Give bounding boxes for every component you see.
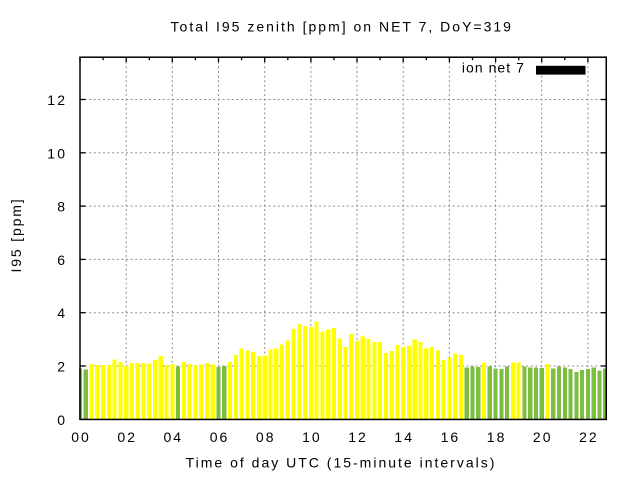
svg-text:18: 18 xyxy=(487,429,507,445)
svg-text:14: 14 xyxy=(394,429,414,445)
svg-text:22: 22 xyxy=(579,429,599,445)
svg-text:0: 0 xyxy=(57,412,67,428)
svg-text:12: 12 xyxy=(47,92,67,108)
svg-text:6: 6 xyxy=(57,252,67,268)
svg-text:16: 16 xyxy=(441,429,461,445)
svg-text:Total I95 zenith [ppm] on NET: Total I95 zenith [ppm] on NET 7, DoY=319 xyxy=(171,19,513,35)
svg-text:20: 20 xyxy=(533,429,553,445)
svg-text:04: 04 xyxy=(164,429,184,445)
svg-text:10: 10 xyxy=(47,145,67,161)
svg-text:2: 2 xyxy=(57,359,67,375)
svg-text:8: 8 xyxy=(57,199,67,215)
svg-text:Time of day UTC (15-minute int: Time of day UTC (15-minute intervals) xyxy=(186,455,497,471)
svg-text:06: 06 xyxy=(210,429,230,445)
svg-text:4: 4 xyxy=(57,305,67,321)
svg-text:02: 02 xyxy=(117,429,137,445)
svg-text:08: 08 xyxy=(256,429,276,445)
svg-text:10: 10 xyxy=(302,429,322,445)
svg-text:ion net 7: ion net 7 xyxy=(462,60,525,76)
svg-text:I95 [ppm]: I95 [ppm] xyxy=(8,197,24,272)
svg-text:12: 12 xyxy=(348,429,368,445)
svg-text:00: 00 xyxy=(71,429,91,445)
